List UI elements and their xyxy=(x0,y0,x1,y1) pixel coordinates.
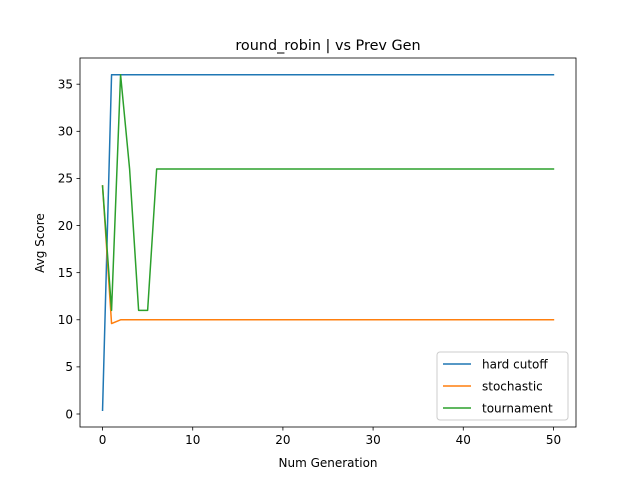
x-tick-label: 30 xyxy=(365,433,380,447)
legend: hard cutoff stochastic tournament xyxy=(436,351,569,421)
legend-label: stochastic xyxy=(482,380,543,394)
y-tick-label: 20 xyxy=(58,219,73,233)
y-tick-label: 5 xyxy=(65,360,73,374)
axes-layer: 0 10 20 30 40 50 0 5 10 15 20 25 30 35 xyxy=(58,57,577,447)
y-tick-label: 10 xyxy=(58,313,73,327)
chart-title: round_robin | vs Prev Gen xyxy=(235,38,420,54)
x-tick-label: 10 xyxy=(185,433,200,447)
series-line-2 xyxy=(101,74,555,312)
x-tick-label: 20 xyxy=(275,433,290,447)
y-tick-label: 30 xyxy=(58,125,73,139)
x-tick-label: 0 xyxy=(99,433,107,447)
x-axis-label: Num Generation xyxy=(278,456,377,470)
legend-label: tournament xyxy=(482,402,553,416)
y-axis-label: Avg Score xyxy=(33,213,47,273)
y-tick-label: 15 xyxy=(58,266,73,280)
x-tick-label: 50 xyxy=(546,433,561,447)
y-tick-label: 35 xyxy=(58,77,73,91)
plot-frame xyxy=(79,57,577,428)
y-tick-label: 0 xyxy=(65,407,73,421)
series-layer xyxy=(101,74,555,411)
legend-label: hard cutoff xyxy=(482,358,548,372)
y-tick-label: 25 xyxy=(58,172,73,186)
x-tick-label: 40 xyxy=(456,433,471,447)
legend-box xyxy=(436,351,569,421)
